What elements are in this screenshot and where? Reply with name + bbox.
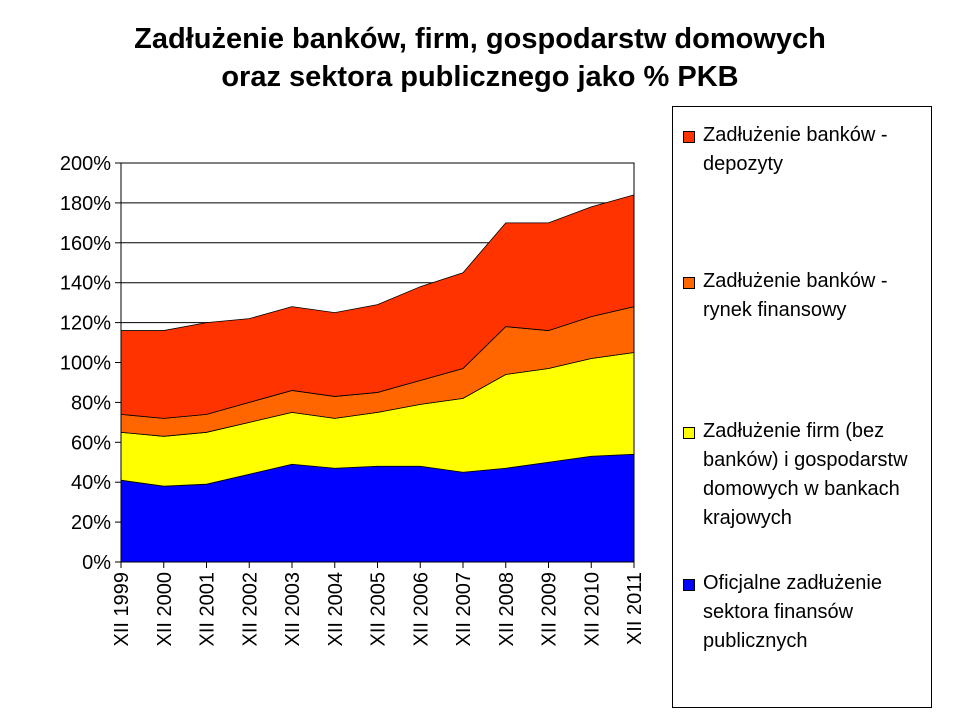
y-tick-label-3: 60% [71, 432, 111, 454]
x-tick-label-11: XII 2010 [581, 572, 603, 647]
chart-title-line-1: Zadłużenie banków, firm, gospodarstw dom… [134, 23, 826, 55]
legend-item-rynek-finansowy: Zadłużenie banków - rynek finansowy [683, 267, 928, 325]
legend-swatch-depozyty [683, 131, 695, 143]
x-tick-label-1: XII 2000 [154, 572, 176, 647]
chart-title: Zadłużenie banków, firm, gospodarstw dom… [0, 20, 960, 96]
x-tick-label-12: XII 2011 [624, 572, 646, 645]
y-tick-label-0: 0% [82, 552, 111, 574]
y-tick-label-1: 20% [71, 512, 111, 534]
legend-swatch-firmy-gospodarstwa [683, 427, 695, 439]
legend-label-firmy-gospodarstwa: Zadłużenie firm (bez banków) i gospodars… [703, 420, 908, 529]
y-tick-label-10: 200% [60, 153, 111, 175]
legend-item-firmy-gospodarstwa: Zadłużenie firm (bez banków) i gospodars… [683, 417, 928, 533]
legend-item-sektor-publiczny: Oficjalne zadłużenie sektora finansów pu… [683, 569, 928, 656]
x-tick-label-3: XII 2002 [239, 572, 261, 647]
y-tick-label-4: 80% [71, 392, 111, 414]
x-tick-label-7: XII 2006 [410, 572, 432, 647]
x-tick-label-0: XII 1999 [111, 572, 133, 647]
x-tick-label-4: XII 2003 [282, 572, 304, 647]
chart-title-line-2: oraz sektora publicznego jako % PKB [221, 61, 739, 93]
legend-label-rynek-finansowy: Zadłużenie banków - rynek finansowy [703, 270, 888, 321]
y-tick-label-5: 100% [60, 353, 111, 375]
legend-swatch-rynek-finansowy [683, 277, 695, 289]
y-tick-label-6: 120% [60, 313, 111, 335]
x-tick-label-10: XII 2009 [539, 572, 561, 647]
legend-swatch-sektor-publiczny [683, 579, 695, 591]
x-tick-label-5: XII 2004 [325, 572, 347, 647]
x-tick-label-8: XII 2007 [453, 572, 475, 647]
y-tick-label-7: 140% [60, 273, 111, 295]
legend-item-depozyty: Zadłużenie banków - depozyty [683, 121, 928, 179]
y-tick-label-8: 160% [60, 233, 111, 255]
legend-label-depozyty: Zadłużenie banków - depozyty [703, 124, 888, 175]
x-tick-label-2: XII 2001 [197, 572, 219, 647]
y-tick-label-9: 180% [60, 193, 111, 215]
legend: Zadłużenie banków - depozyty Zadłużenie … [672, 106, 932, 708]
legend-label-sektor-publiczny: Oficjalne zadłużenie sektora finansów pu… [703, 572, 882, 652]
y-tick-label-2: 40% [71, 472, 111, 494]
x-tick-label-6: XII 2005 [368, 572, 390, 647]
x-tick-label-9: XII 2008 [496, 572, 518, 647]
stacked-area-chart: 0% 20% 40% 60% 80% 100% 120% 140% 160% 180% 200% XI… [60, 153, 646, 647]
